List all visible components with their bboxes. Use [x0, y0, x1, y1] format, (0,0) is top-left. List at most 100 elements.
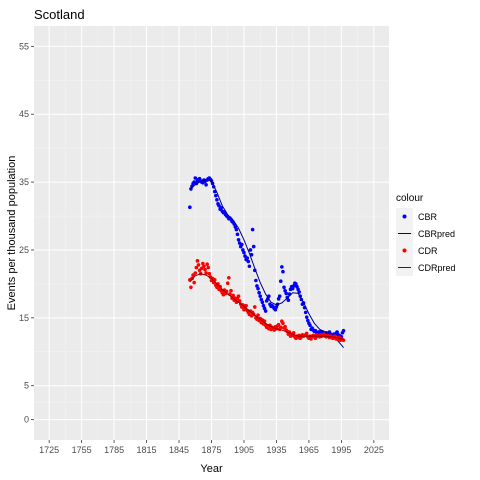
cbr-point — [240, 242, 244, 247]
series-cbrpred — [189, 178, 344, 349]
x-tick-label: 1845 — [169, 445, 189, 455]
x-tick-label: 1815 — [137, 445, 157, 455]
cdr-point — [205, 262, 209, 267]
cbr-point — [282, 285, 286, 290]
y-tick-label: 5 — [24, 381, 29, 391]
cbr-point — [280, 265, 284, 269]
cbr-point — [306, 318, 310, 323]
cdr-point — [201, 261, 205, 266]
x-tick-label: 1755 — [72, 445, 92, 455]
cbr-point — [245, 256, 250, 260]
legend: colour CBR CBRpred CDR CDRpred — [396, 193, 456, 276]
cbr-point — [335, 330, 339, 334]
cbr-point — [255, 284, 259, 288]
cbr-point — [274, 305, 279, 309]
x-tick-label: 2025 — [364, 445, 384, 455]
x-axis: 1725 1755 1785 1815 1845 1875 1905 1935 1965 1995… — [39, 440, 384, 455]
cdr-point — [236, 294, 241, 298]
cdr-point — [244, 303, 248, 308]
cbr-point — [233, 225, 238, 229]
cdr-point — [206, 265, 211, 270]
cdr-point — [202, 264, 206, 269]
cbr-point — [246, 259, 251, 264]
y-tick-label: 25 — [19, 245, 29, 255]
x-axis-title: Year — [200, 463, 223, 475]
cbr-point — [214, 193, 218, 198]
cdr-point — [225, 281, 230, 286]
cdr-point — [204, 271, 208, 275]
cbr-point — [276, 297, 281, 301]
x-tick-label: 1935 — [266, 445, 286, 455]
y-tick-label: 15 — [19, 313, 29, 323]
cbr-point — [254, 278, 258, 283]
legend-title: colour — [396, 193, 424, 204]
major-grid — [34, 26, 389, 440]
cbr-point — [278, 279, 283, 283]
cbr-point — [283, 288, 287, 293]
cdr-point — [231, 293, 235, 298]
cbr-point — [295, 284, 299, 289]
cbr-point — [296, 287, 300, 292]
cbr-point — [251, 244, 256, 249]
y-tick-label: 45 — [19, 109, 29, 119]
cbr-point — [215, 197, 219, 202]
cbr-point — [250, 227, 255, 232]
cbr-point — [273, 307, 278, 312]
cdrpred-line — [189, 273, 344, 341]
cbr-point — [262, 306, 267, 311]
cdr-point — [252, 305, 257, 309]
cbr-point — [341, 328, 346, 333]
x-tick-label: 1995 — [331, 445, 351, 455]
x-tick-label: 1785 — [104, 445, 124, 455]
legend-key-point — [402, 214, 407, 219]
legend-label: CBRpred — [418, 229, 455, 239]
cbr-point — [261, 303, 266, 308]
cdr-point — [276, 322, 281, 327]
y-axis: 0 5 15 25 35 45 55 — [19, 41, 34, 425]
cdr-point — [216, 282, 220, 286]
cbr-point — [241, 248, 245, 252]
cdr-point — [195, 259, 200, 263]
cbr-point — [193, 176, 198, 180]
cbr-point — [303, 310, 308, 315]
cbr-point — [248, 248, 253, 252]
cdr-point — [256, 313, 260, 317]
cbr-point — [263, 309, 268, 313]
y-axis-title: Events per thousand population — [6, 156, 18, 311]
legend-label: CDR — [418, 246, 438, 256]
cdr-point — [189, 285, 193, 290]
legend-key-point — [402, 248, 407, 253]
cbr-point — [257, 290, 261, 295]
cbr-point — [235, 232, 240, 237]
x-tick-label: 1905 — [234, 445, 254, 455]
y-tick-label: 0 — [24, 415, 29, 425]
series-cdrpred — [189, 273, 344, 341]
cbr-point — [260, 300, 265, 305]
cbr-point — [277, 294, 282, 298]
cbr-point — [256, 286, 260, 291]
cbr-point — [204, 183, 208, 187]
legend-label: CDRpred — [418, 263, 456, 273]
cdr-point — [278, 325, 283, 330]
x-tick-label: 1875 — [201, 445, 221, 455]
chart-title: Scotland — [34, 7, 85, 22]
cdr-point — [193, 271, 198, 275]
legend-label: CBR — [418, 212, 438, 222]
cdr-point — [283, 324, 287, 329]
cdr-point — [227, 275, 231, 280]
cbr-point — [308, 323, 312, 328]
cdr-point — [196, 263, 201, 267]
series-layer — [188, 176, 346, 349]
cbr-point — [219, 206, 224, 210]
cbr-point — [286, 298, 291, 302]
cdr-point — [190, 276, 194, 281]
cbr-point — [290, 286, 295, 291]
cbr-point — [284, 291, 288, 296]
cdr-point — [304, 331, 309, 336]
cdr-point — [194, 265, 199, 270]
cbr-point — [281, 269, 285, 274]
cdr-point — [207, 271, 212, 276]
cdr-point — [229, 288, 233, 293]
cbr-point — [259, 297, 264, 302]
